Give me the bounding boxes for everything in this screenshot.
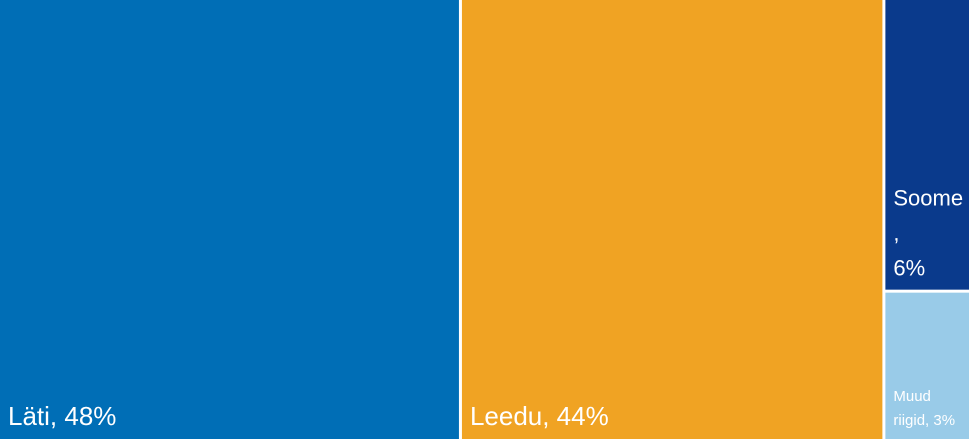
label-line: riigid, 3%	[893, 412, 955, 429]
tile-label: Soome, 6%	[893, 185, 963, 280]
tile	[885, 292, 969, 439]
label-line: Muud	[893, 388, 935, 405]
label-line: Soome	[893, 185, 963, 210]
tile	[885, 0, 969, 290]
tile-label: Läti, 48%	[8, 401, 116, 431]
tile	[461, 0, 883, 439]
tile-label: Leedu, 44%	[470, 401, 609, 431]
tile-label: Muud riigid, 3%	[893, 388, 955, 429]
label-line: 6%	[893, 256, 925, 281]
label-line: ,	[893, 220, 905, 245]
tile	[0, 0, 459, 439]
